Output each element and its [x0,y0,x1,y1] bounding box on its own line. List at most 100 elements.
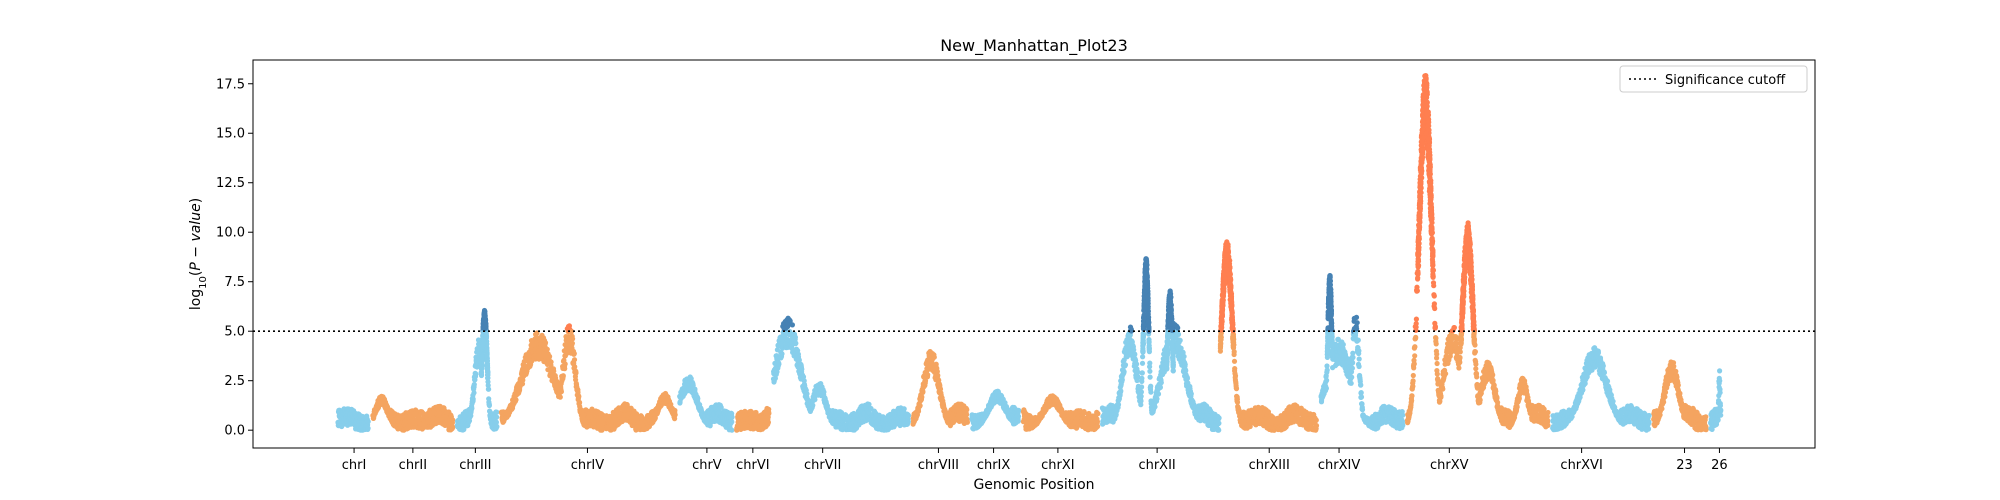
data-point [695,396,701,402]
data-point [494,409,500,415]
data-point [964,419,971,425]
data-point [494,414,500,420]
data-point [513,397,519,403]
data-point [779,351,785,357]
data-point [365,425,371,431]
data-point [1139,370,1145,376]
data-point [482,324,488,330]
data-point [1216,420,1222,426]
data-point [1175,325,1181,331]
data-point [919,394,925,400]
data-point [494,424,500,430]
data-point [1147,368,1153,374]
data-point [776,361,782,367]
data-point [1154,396,1160,402]
data-point [1094,418,1100,425]
data-point [479,355,485,362]
data-point [1016,408,1022,414]
data-point [1145,305,1151,312]
data-point [569,340,576,346]
data-point [1132,351,1138,357]
data-point [1147,374,1153,380]
data-point [804,391,810,397]
data-point [483,347,490,353]
data-point [729,427,735,433]
data-point [1175,331,1182,337]
data-point [793,340,799,346]
chart-title: New_Manhattan_Plot23 [940,36,1128,56]
data-point [471,381,477,388]
data-point [571,357,578,363]
data-point [1138,389,1144,395]
data-point [810,402,816,408]
data-point [1145,299,1151,305]
data-point [544,346,550,352]
data-point [917,403,923,409]
data-point [1139,384,1145,390]
data-points [335,73,1724,433]
data-point [1148,389,1154,395]
data-point [799,366,805,372]
data-point [821,389,827,395]
data-point [485,375,491,381]
data-point [925,372,931,378]
data-point [789,322,796,328]
data-point [1143,271,1149,278]
data-point [570,336,576,342]
data-point [560,373,566,379]
data-point [1148,383,1154,389]
data-point [1134,361,1140,367]
data-point [576,394,582,400]
data-point [573,370,579,376]
data-point [1095,423,1101,429]
data-point [562,361,568,367]
data-point [1184,375,1190,382]
data-point [478,372,484,378]
data-point [493,419,499,425]
data-point [964,407,970,413]
data-point [1146,319,1152,325]
data-point [672,412,678,418]
data-point [450,424,456,430]
data-point [486,402,492,409]
data-point [1142,289,1148,295]
data-point [1095,411,1101,417]
data-point [470,396,476,402]
data-point [931,354,937,360]
data-point [1142,266,1148,272]
data-point [482,311,488,317]
data-point [765,419,772,425]
data-point [365,419,371,425]
data-point [901,406,907,412]
data-point [1140,339,1146,345]
data-point [1140,354,1146,360]
data-point [1177,337,1183,343]
data-point [1139,360,1146,366]
data-point [548,359,554,365]
data-point [1152,404,1158,410]
data-point [905,419,911,425]
data-point [1015,418,1021,424]
data-point [485,365,491,371]
data-point [479,364,485,370]
data-point [1158,380,1164,386]
data-point [469,405,475,411]
data-point [1182,362,1188,368]
data-point [1146,324,1152,330]
data-point [906,413,912,419]
data-point [1119,377,1125,383]
data-point [480,336,486,342]
data-point [562,366,568,372]
data-point [1141,312,1147,318]
data-point [471,390,477,396]
data-point [557,394,563,400]
data-point [571,351,577,357]
data-point [558,389,565,395]
data-point [482,318,488,324]
data-point [1157,384,1163,390]
data-point [486,386,492,392]
data-point [484,357,490,364]
data-point [1140,325,1147,332]
data-point [1139,375,1145,381]
